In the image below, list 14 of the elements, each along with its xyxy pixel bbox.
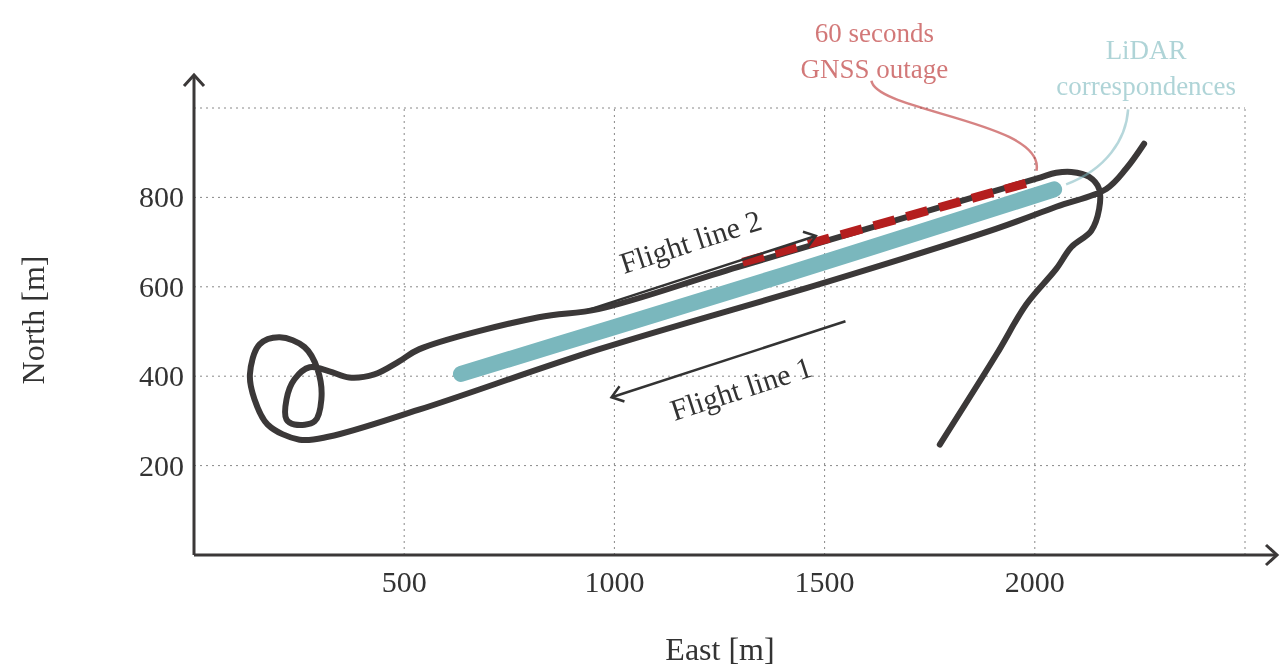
x-tick-label: 500 (381, 565, 427, 598)
y-tick-label: 600 (139, 269, 184, 303)
y-tick-label: 800 (139, 180, 184, 214)
x-tick-label: 2000 (1004, 565, 1065, 598)
x-tick-label: 1500 (794, 565, 855, 598)
annotation: Flight line 2 (615, 203, 766, 280)
text: 60 seconds GNSS outage (800, 17, 949, 84)
annotation: Flight line 1 (666, 349, 816, 427)
y-tick-label: 400 (139, 359, 184, 393)
x-tick-label: 1000 (584, 565, 645, 598)
y-axis-title: North [m] (15, 255, 51, 385)
y-tick-label: 200 (139, 448, 184, 482)
x-axis-title: East [m] (665, 631, 775, 667)
text: LiDAR correspondences (1056, 35, 1237, 102)
